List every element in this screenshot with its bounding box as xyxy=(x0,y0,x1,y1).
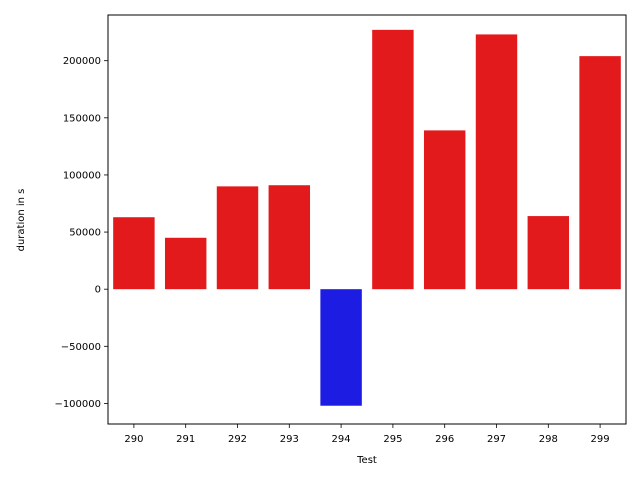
y-tick-label: −50000 xyxy=(61,342,101,353)
y-tick-label: 50000 xyxy=(69,228,101,239)
y-tick-label: 150000 xyxy=(63,113,101,124)
plot-frame xyxy=(107,14,627,425)
bar-294 xyxy=(320,289,362,406)
bar-298 xyxy=(527,216,570,290)
x-axis-ticks: 290 291 292 293 294 295 296 297 298 299 xyxy=(124,424,610,445)
x-tick-label: 297 xyxy=(487,434,506,445)
bar-291 xyxy=(164,237,207,290)
x-tick-label: 292 xyxy=(228,434,247,445)
x-axis-label: Test xyxy=(356,455,377,466)
y-tick-label: −100000 xyxy=(54,399,101,410)
y-axis-label: duration in s xyxy=(16,189,27,252)
y-axis-ticks: −100000 −50000 0 50000 100000 150000 200000 xyxy=(54,56,108,410)
bar-295 xyxy=(372,29,414,290)
bar-293 xyxy=(268,185,311,290)
bar-292 xyxy=(216,186,259,290)
x-tick-label: 299 xyxy=(591,434,610,445)
bar-296 xyxy=(423,130,466,290)
bars-group xyxy=(113,29,621,406)
y-tick-label: 0 xyxy=(95,285,101,296)
bar-297 xyxy=(475,34,518,290)
x-tick-label: 294 xyxy=(332,434,351,445)
bar-290 xyxy=(113,217,155,290)
x-tick-label: 295 xyxy=(383,434,402,445)
x-tick-label: 291 xyxy=(176,434,195,445)
y-tick-label: 100000 xyxy=(63,170,101,181)
x-tick-label: 298 xyxy=(539,434,558,445)
x-tick-label: 293 xyxy=(280,434,299,445)
x-tick-label: 290 xyxy=(124,434,143,445)
bar-299 xyxy=(579,56,621,290)
y-tick-label: 200000 xyxy=(63,56,101,67)
x-tick-label: 296 xyxy=(435,434,454,445)
